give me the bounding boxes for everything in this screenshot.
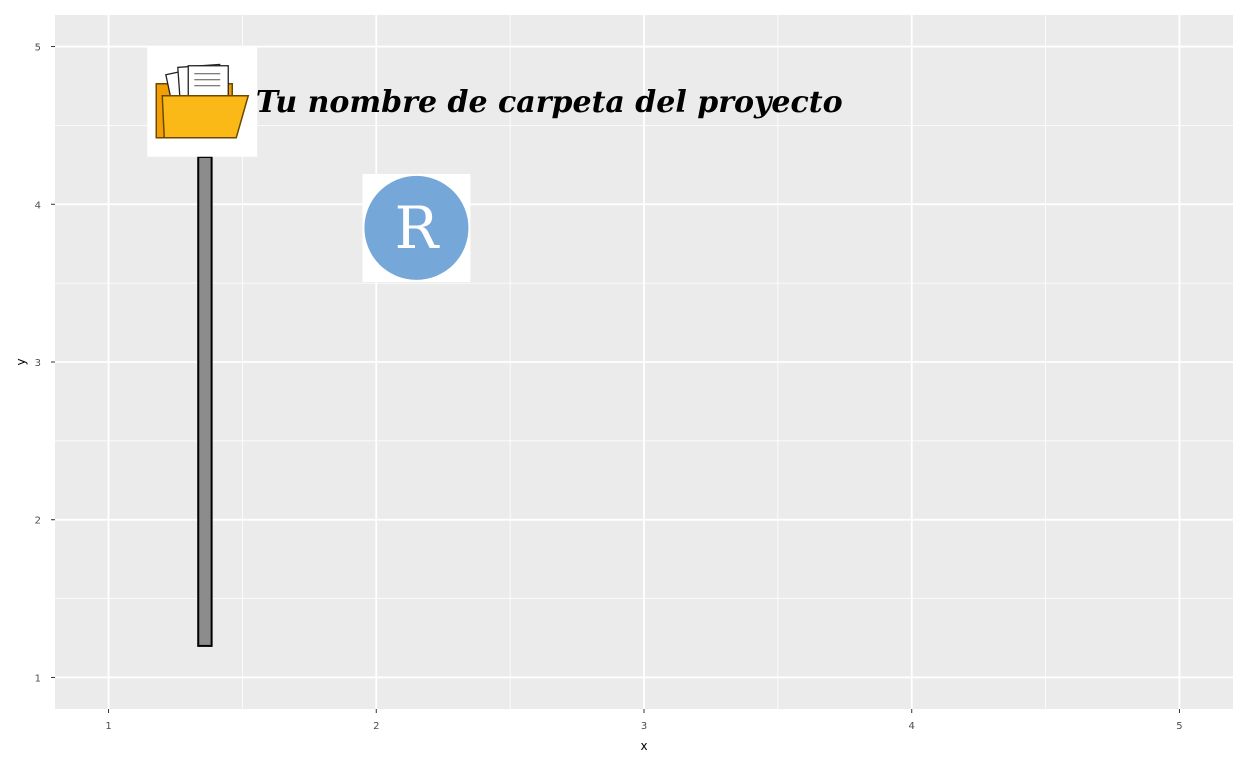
- major-grid: [55, 15, 1233, 709]
- r-logo-letter: R: [395, 194, 441, 262]
- y-tick-label: 2: [35, 516, 41, 527]
- y-axis: 1 2 3 4 5: [35, 43, 55, 684]
- x-axis-title: x: [640, 739, 647, 753]
- x-tick-label: 2: [373, 721, 379, 732]
- annotations-layer: Tu nombre de carpeta del proyecto R: [147, 46, 843, 282]
- y-tick-label: 1: [35, 673, 41, 684]
- bar: [197, 155, 213, 647]
- y-tick-label: 4: [35, 200, 41, 211]
- bars-layer: [197, 155, 213, 647]
- x-axis: 1 2 3 4 5: [105, 709, 1183, 732]
- x-tick-label: 3: [641, 721, 647, 732]
- y-axis-title: y: [14, 358, 28, 365]
- y-tick-label: 3: [35, 358, 41, 369]
- folder-icon: [147, 46, 258, 157]
- x-tick-label: 4: [909, 721, 915, 732]
- x-tick-label: 5: [1176, 721, 1182, 732]
- x-tick-label: 1: [105, 721, 111, 732]
- y-tick-label: 5: [35, 43, 41, 54]
- r-logo-icon: R: [362, 173, 471, 282]
- annotation-label: Tu nombre de carpeta del proyecto: [256, 85, 843, 120]
